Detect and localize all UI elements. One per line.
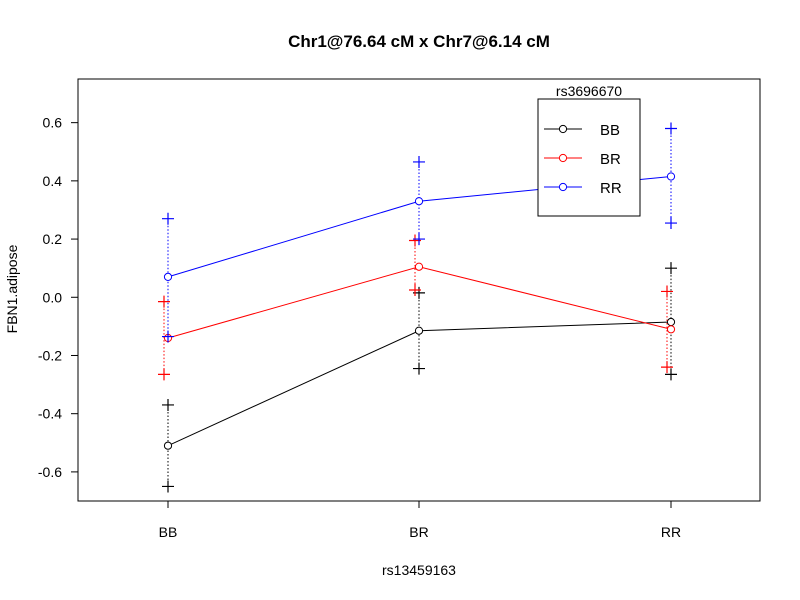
data-point <box>666 317 676 327</box>
error-bar-cap <box>158 368 170 381</box>
data-point <box>666 325 676 334</box>
y-tick-label: -0.6 <box>38 464 62 480</box>
x-tick-label: BB <box>159 524 178 540</box>
data-point <box>163 441 173 450</box>
legend-swatch-point <box>558 153 568 163</box>
y-tick-label: 0.0 <box>43 289 63 305</box>
error-bar-cap <box>413 362 425 375</box>
y-axis: -0.6 -0.4 -0.2 0.0 0.2 0.4 0.6 <box>38 115 78 480</box>
legend-title: rs3696670 <box>556 83 622 99</box>
data-point <box>414 326 424 335</box>
y-tick-label: 0.2 <box>43 231 63 247</box>
legend-entry: BR <box>600 151 621 168</box>
y-tick-label: -0.4 <box>38 406 62 422</box>
error-bar-cap <box>162 480 174 493</box>
legend-entry: BB <box>600 122 620 139</box>
error-bar-cap <box>162 212 174 225</box>
error-bar-cap <box>413 233 425 246</box>
y-tick-label: 0.6 <box>43 115 63 131</box>
data-point <box>666 172 676 181</box>
y-tick-label: 0.4 <box>43 173 63 189</box>
x-axis: BB BR RR <box>159 501 681 540</box>
legend-swatch-point <box>558 182 568 192</box>
error-bar-cap <box>661 285 673 298</box>
error-bar-cap <box>162 330 174 343</box>
series-bb <box>162 262 677 493</box>
chart-title: Chr1@76.64 cM x Chr7@6.14 cM <box>288 32 550 51</box>
y-axis-label: FBN1.adipose <box>4 244 20 333</box>
x-tick-label: BR <box>409 524 428 540</box>
error-bar-cap <box>661 361 673 374</box>
error-bar-cap <box>158 295 170 308</box>
y-tick-label: -0.2 <box>38 347 62 363</box>
data-point <box>414 197 424 206</box>
error-bar-cap <box>409 284 421 296</box>
legend-entry: RR <box>600 180 622 197</box>
error-bar-cap <box>413 155 425 168</box>
series-line <box>167 321 672 447</box>
error-bar-cap <box>665 122 677 135</box>
data-point <box>163 272 173 282</box>
x-tick-label: RR <box>661 524 681 540</box>
error-bar-cap <box>665 217 677 230</box>
legend-swatch-point <box>558 124 568 134</box>
x-axis-label: rs13459163 <box>382 562 456 578</box>
error-bar-cap <box>162 398 174 411</box>
error-bar-cap <box>665 368 677 381</box>
data-point <box>414 262 424 271</box>
error-bar-cap <box>665 262 677 275</box>
legend: rs3696670 BB BR RR <box>537 83 641 217</box>
